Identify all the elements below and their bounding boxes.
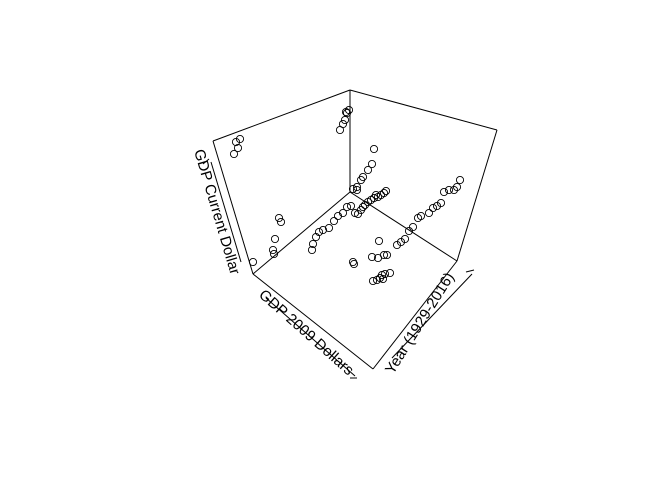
- axis-labels: GDP Current Dollar GDP 2009 Dollars Year…: [190, 147, 475, 379]
- data-point: [367, 159, 377, 169]
- data-point: [248, 257, 258, 267]
- box-edge-left: [212, 140, 254, 275]
- data-point: [274, 213, 284, 223]
- box-edge-top-right: [349, 89, 498, 131]
- data-point: [374, 236, 384, 246]
- data-point: [408, 222, 418, 232]
- data-point: [439, 187, 449, 197]
- data-point: [379, 188, 389, 198]
- box-edge-floor-left-back: [252, 191, 351, 275]
- data-point: [349, 259, 359, 269]
- data-point: [348, 184, 358, 194]
- data-point: [324, 223, 334, 233]
- data-point: [358, 202, 368, 212]
- data-point: [371, 190, 381, 200]
- data-point: [233, 143, 243, 153]
- data-point: [342, 202, 352, 212]
- data-point: [367, 252, 377, 262]
- data-point: [455, 175, 465, 185]
- data-point: [346, 201, 356, 211]
- point-group-3: [307, 186, 391, 255]
- data-points: [229, 105, 465, 286]
- data-point: [380, 269, 390, 279]
- data-point: [373, 253, 383, 263]
- data-point: [276, 217, 286, 227]
- point-group-1: [229, 105, 354, 267]
- data-point: [368, 276, 378, 286]
- data-point: [358, 172, 368, 182]
- data-point: [338, 208, 348, 218]
- point-group-2: [348, 175, 465, 286]
- data-point: [341, 107, 351, 117]
- box-edge-top-left: [212, 89, 351, 142]
- x-axis-label: GDP 2009 Dollars: [255, 286, 357, 379]
- y-axis-label: Year (1929-2016): [382, 270, 458, 378]
- axis-arrow-z: [202, 158, 242, 263]
- data-point: [269, 249, 279, 259]
- data-point: [382, 250, 392, 260]
- data-point: [348, 257, 358, 267]
- data-point: [428, 203, 438, 213]
- data-point: [369, 144, 379, 154]
- data-point: [449, 185, 459, 195]
- data-point: [308, 239, 318, 249]
- data-point: [270, 234, 280, 244]
- data-point: [452, 182, 462, 192]
- data-point: [432, 201, 442, 211]
- data-point: [235, 134, 245, 144]
- data-point: [385, 268, 395, 278]
- data-point: [352, 182, 362, 192]
- data-point: [338, 119, 348, 129]
- data-point: [424, 208, 434, 218]
- axis-arrow-y: [391, 269, 475, 359]
- data-point: [413, 213, 423, 223]
- data-point: [363, 165, 373, 175]
- point-group-4: [348, 144, 379, 195]
- z-axis-label: GDP Current Dollar: [190, 147, 243, 276]
- box-edge-floor-left-front: [252, 273, 374, 370]
- data-point: [360, 200, 370, 210]
- data-point: [229, 149, 239, 159]
- box-edge-floor-right-front: [372, 260, 458, 370]
- data-point: [318, 225, 328, 235]
- box-frame: [212, 89, 498, 370]
- data-point: [444, 185, 454, 195]
- data-point: [307, 245, 317, 255]
- box-edge-floor-right-back: [349, 191, 458, 262]
- axis-arrow-x: [265, 297, 357, 379]
- data-point: [314, 227, 324, 237]
- data-point: [392, 240, 402, 250]
- data-point: [378, 274, 388, 284]
- data-point: [404, 226, 414, 236]
- data-point: [381, 186, 391, 196]
- box-edge-right: [456, 129, 498, 262]
- data-point: [352, 185, 362, 195]
- data-point: [268, 245, 278, 255]
- data-point: [329, 216, 339, 226]
